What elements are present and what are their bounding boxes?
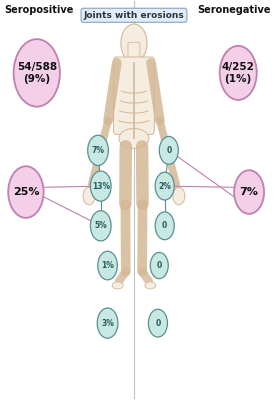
Text: Seropositive: Seropositive — [4, 5, 73, 15]
Text: 5%: 5% — [94, 221, 107, 230]
Text: 13%: 13% — [92, 182, 110, 190]
Circle shape — [98, 251, 117, 280]
Circle shape — [121, 24, 147, 62]
Circle shape — [88, 135, 108, 166]
Circle shape — [155, 212, 174, 240]
Circle shape — [155, 172, 174, 200]
Text: Seronegative: Seronegative — [197, 5, 271, 15]
Circle shape — [90, 211, 111, 241]
Circle shape — [159, 136, 178, 164]
Text: 0: 0 — [157, 261, 162, 270]
Ellipse shape — [119, 128, 149, 148]
Circle shape — [8, 166, 43, 218]
Text: Joints with erosions: Joints with erosions — [84, 11, 184, 20]
Text: 25%: 25% — [13, 187, 39, 197]
Text: 0: 0 — [162, 221, 167, 230]
Circle shape — [173, 187, 185, 205]
Text: 3%: 3% — [101, 319, 114, 328]
Text: 2%: 2% — [158, 182, 171, 190]
Text: 4/252
(1%): 4/252 (1%) — [222, 62, 255, 84]
FancyBboxPatch shape — [114, 57, 154, 134]
Text: 54/588
(9%): 54/588 (9%) — [17, 62, 57, 84]
Text: 0: 0 — [155, 319, 161, 328]
Text: 7%: 7% — [92, 146, 104, 155]
Circle shape — [220, 46, 257, 100]
Text: 1%: 1% — [101, 261, 114, 270]
Circle shape — [234, 170, 264, 214]
Circle shape — [14, 39, 60, 107]
Circle shape — [150, 252, 168, 279]
Circle shape — [97, 308, 118, 338]
Text: 0: 0 — [166, 146, 171, 155]
Circle shape — [148, 309, 167, 337]
Ellipse shape — [112, 282, 123, 289]
Circle shape — [83, 187, 95, 205]
FancyBboxPatch shape — [128, 42, 140, 64]
Ellipse shape — [145, 282, 156, 289]
Circle shape — [90, 171, 111, 201]
Text: 7%: 7% — [240, 187, 258, 197]
